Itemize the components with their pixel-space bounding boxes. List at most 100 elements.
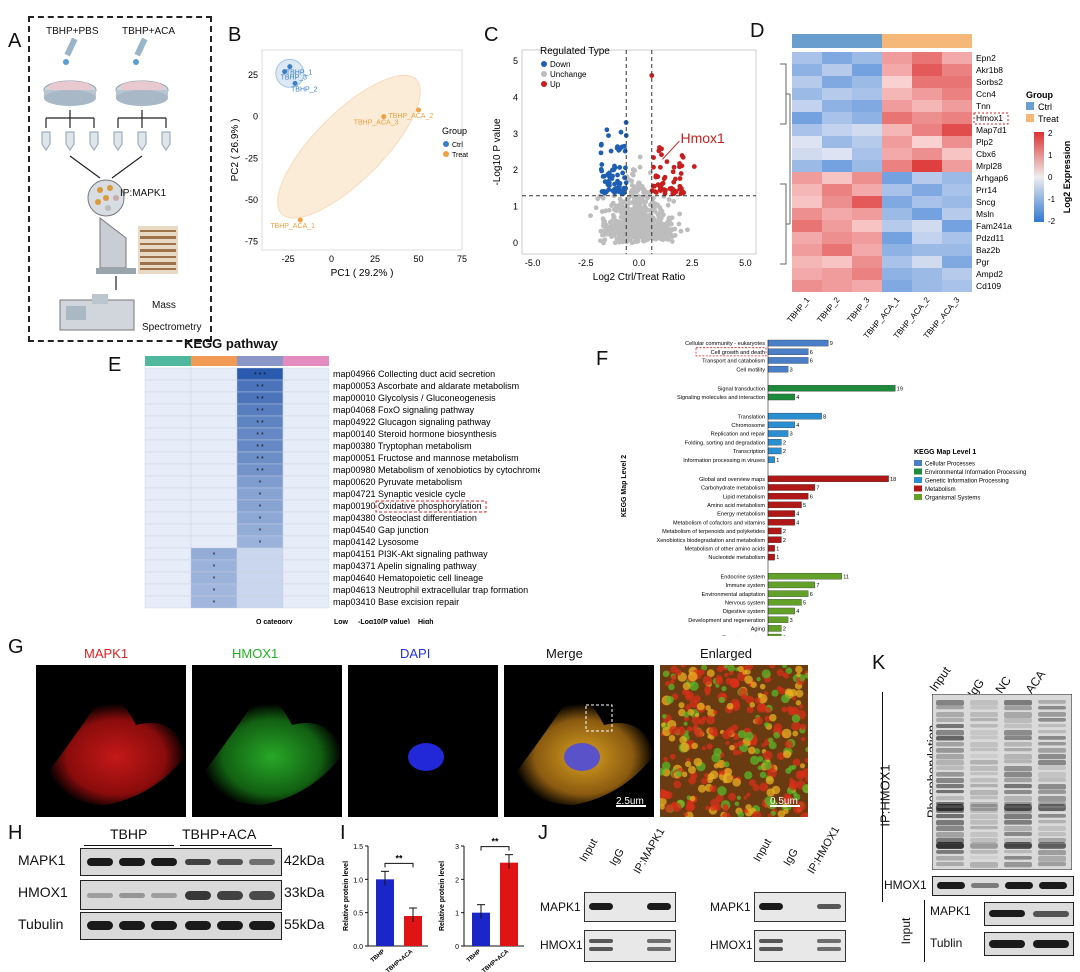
kegg-bar: [767, 573, 842, 580]
kegg-bar-label: Lipid metabolism: [723, 494, 765, 500]
volcano-point-unchange: [654, 224, 660, 230]
volcano-point-unchange: [657, 228, 663, 233]
heatmap-scale-tick: 0: [1048, 173, 1053, 182]
volcano-xtick: 5.0: [739, 258, 752, 268]
kegg-cell: [282, 379, 330, 393]
kegg-cell: [190, 487, 238, 501]
kegg-cell: [236, 547, 284, 561]
kegg-bar-value: 4: [796, 512, 799, 518]
kegg-bar: [767, 581, 816, 589]
kegg-cell: [282, 367, 330, 381]
kegg-significance: *: [213, 576, 216, 583]
kegg-cell: [144, 367, 192, 381]
kegg-cell: [282, 595, 330, 609]
kegg-bar: [767, 553, 775, 561]
heatmap-cell: [912, 124, 942, 136]
rel-bar: [500, 862, 518, 946]
volcano-point-unchange: [644, 206, 649, 212]
kegg-cell: [144, 475, 192, 489]
kegg-cell: [190, 379, 238, 393]
heatmap-gene-label: Hmox1: [976, 113, 1003, 123]
merge-image: [504, 665, 654, 817]
j2-col-ip: IP:HMOX1: [805, 824, 843, 876]
kegg-bar: [767, 365, 789, 373]
heatmap-cell: [822, 148, 852, 160]
kegg-bar-label: Endocrine system: [721, 574, 766, 580]
volcano-point-unchange: [634, 220, 639, 226]
kegg-bar-value: 8: [823, 414, 826, 420]
heatmap-cell: [792, 268, 822, 280]
kegg-bar-label: Transcription: [733, 449, 765, 455]
rel-ytick: 1.0: [353, 877, 363, 884]
heatmap-cell: [942, 172, 972, 184]
volcano-point-unchange: [617, 236, 623, 242]
heatmap-gene-label: Fam241a: [976, 221, 1012, 231]
kegg-cell: [282, 463, 330, 477]
volcano-point-down: [622, 175, 627, 181]
volcano-point-down: [620, 189, 625, 195]
kegg-bar-label: Signaling molecules and interaction: [677, 395, 765, 401]
kegg-bar-value: 2: [783, 529, 786, 535]
volcano-point-down: [622, 143, 627, 149]
kegg-bar-label: Environmental adaptation: [702, 592, 765, 598]
volcano-point-unchange: [630, 167, 636, 172]
panel-label-e: E: [108, 354, 122, 376]
g-title-merge: Merge: [546, 646, 583, 661]
kegg-bar-value: 2: [783, 449, 786, 455]
volcano-plot: -5.0 -2.5 0.0 2.5 5.0 0 1 2 3 4 5 Log2 Ctrl/Treat R…: [492, 46, 757, 283]
volcano-point-up: [657, 145, 662, 150]
kegg-pathway-label: map04142 Lysosome: [333, 537, 419, 547]
hmox1-highlight: [973, 112, 1009, 125]
kegg-pathway-label: map00190 Oxidative phosphorylation: [333, 501, 482, 511]
blot-mapk1: [80, 848, 282, 876]
volcano-point-unchange: [620, 200, 626, 205]
heatmap-legend-treat: Treat: [1038, 114, 1059, 124]
kegg-bar: [767, 339, 829, 347]
bar-legend-item: Cellular Processes: [925, 462, 975, 468]
h-size-42kda: 42kDa: [284, 852, 325, 868]
kegg-bar-value: 6: [810, 494, 813, 500]
kegg-bar: [767, 385, 896, 392]
kegg-bar-label: Metabolism of terpenoids and polyketides: [662, 529, 765, 535]
volcano-point-unchange: [642, 210, 647, 216]
heatmap-cell: [822, 172, 852, 184]
volcano-point-unchange: [608, 230, 614, 236]
kegg-bar-value: 6: [810, 359, 813, 365]
kegg-significance: * *: [256, 384, 264, 391]
volcano-point-unchange: [637, 223, 643, 228]
pca-ytick: -50: [245, 195, 258, 205]
heatmap-sample-label: TBHP_1: [785, 295, 812, 324]
panel-label-h: H: [8, 822, 23, 844]
heatmap-group-cell: [822, 34, 852, 48]
volcano-point-up: [664, 159, 670, 165]
heatmap-cell: [852, 220, 882, 232]
heatmap-cell: [882, 124, 912, 136]
blot-hmox1: [80, 880, 282, 910]
volcano-xtick: 2.5: [686, 258, 699, 268]
kegg-bar-label: Cell motility: [736, 367, 765, 373]
volcano-point-unchange: [639, 184, 645, 189]
heatmap-cell: [882, 244, 912, 256]
kegg-bar-label: Chromosome: [731, 423, 765, 429]
volcano-legend-item: Down: [550, 60, 570, 69]
pca-ytick: 0: [253, 112, 258, 122]
volcano-point-down: [599, 168, 605, 174]
heatmap-cell: [912, 160, 942, 172]
kegg-bar-value: 9: [830, 341, 833, 347]
heatmap-cell: [882, 112, 912, 124]
heatmap-cell: [852, 256, 882, 268]
panel-label-d: D: [750, 20, 765, 42]
kegg-significance: * *: [256, 432, 264, 439]
rel-ytick: 2: [455, 877, 459, 884]
legend-ctrl-marker: [443, 141, 449, 147]
k-col-nc: NC: [992, 673, 1014, 696]
g-title-dapi: DAPI: [400, 646, 431, 661]
heatmap-cell: [912, 64, 942, 76]
rel-significance: **: [395, 853, 403, 863]
kegg-cell: [144, 499, 192, 513]
heatmap-cell: [852, 244, 882, 256]
heatmap-cell: [882, 88, 912, 100]
bar-legend-swatch: [914, 460, 922, 466]
volcano-point-unchange: [668, 221, 674, 227]
